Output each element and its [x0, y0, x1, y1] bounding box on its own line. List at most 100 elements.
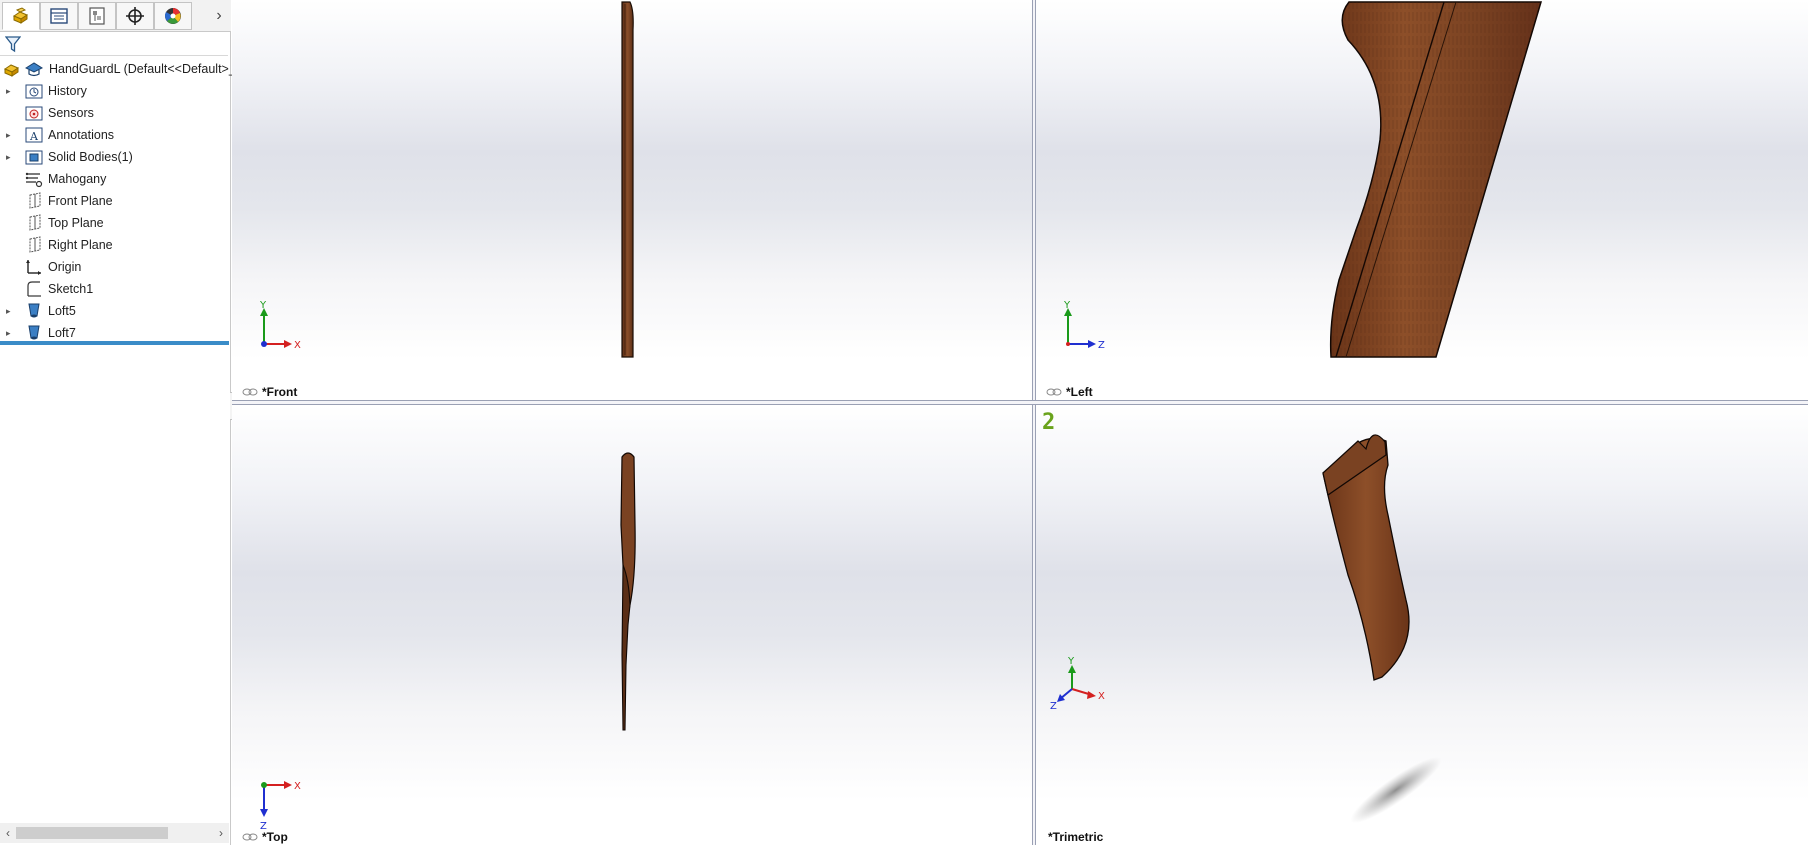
tree-item-annotations[interactable]: ▸ A Annotations: [0, 124, 231, 146]
plane-icon: [29, 236, 41, 253]
viewport-front[interactable]: Y X *Front: [232, 0, 1032, 400]
tree-item-right-plane[interactable]: Right Plane: [0, 234, 231, 256]
view-name: *Trimetric: [1048, 830, 1104, 844]
tree-item-loft7[interactable]: ▸ Loft7: [0, 322, 231, 344]
rollback-bar[interactable]: [0, 341, 229, 345]
tree-item-label: Origin: [48, 260, 82, 274]
model-left-view[interactable]: [1036, 0, 1808, 400]
root-part-label: HandGuardL (Default<<Default>_: [49, 62, 236, 76]
property-manager-icon: [50, 8, 68, 24]
tree-item-solid-bodies[interactable]: ▸ Solid Bodies(1): [0, 146, 231, 168]
viewport-splitter-horizontal[interactable]: [232, 400, 1808, 405]
feature-manager-panel: › HandGuardL (Default<<Default>_: [0, 0, 236, 845]
tree-item-label: Front Plane: [48, 194, 113, 208]
loft-icon: [28, 303, 40, 318]
axis-z-label: Z: [1050, 701, 1057, 712]
filter-funnel-icon[interactable]: [5, 35, 21, 53]
tab-configuration-manager[interactable]: [78, 2, 116, 30]
plane-icon: [29, 192, 41, 209]
link-views-icon[interactable]: [242, 388, 258, 396]
sensors-icon: [25, 106, 43, 121]
axis-triad-front: Y X: [259, 300, 301, 351]
viewport-number-badge: 2: [1042, 410, 1055, 433]
expand-arrow-icon[interactable]: ▸: [6, 306, 11, 316]
view-name: *Top: [262, 830, 288, 844]
tab-feature-manager[interactable]: [2, 2, 40, 30]
axis-triad-top: X Z: [260, 781, 301, 832]
view-name: *Left: [1066, 385, 1093, 399]
expand-arrow-icon[interactable]: ▸: [6, 86, 11, 96]
tree-item-top-plane[interactable]: Top Plane: [0, 212, 231, 234]
dimxpert-icon: [126, 7, 144, 25]
horizontal-scrollbar[interactable]: ‹ ›: [0, 823, 229, 843]
model-top-view[interactable]: [232, 405, 1032, 845]
sketch-icon: [27, 281, 41, 297]
tree-item-label: Sensors: [48, 106, 94, 120]
tree-item-material[interactable]: Mahogany: [0, 168, 231, 190]
scroll-right-icon[interactable]: ›: [219, 826, 223, 840]
tree-item-label: Loft5: [48, 304, 76, 318]
tree-item-label: Mahogany: [48, 172, 107, 186]
axis-x-label: X: [1098, 691, 1105, 702]
tree-item-label: Top Plane: [48, 216, 104, 230]
tree-item-sensors[interactable]: Sensors: [0, 102, 231, 124]
tree-item-origin[interactable]: Origin: [0, 256, 231, 278]
svg-text:A: A: [29, 130, 39, 143]
plane-icon: [29, 214, 41, 231]
part-icon: [3, 64, 20, 77]
viewport-splitter-vertical[interactable]: [1032, 0, 1036, 845]
display-manager-icon: [165, 8, 181, 24]
viewport-top[interactable]: X Z *Top: [232, 405, 1032, 845]
solid-bodies-icon: [25, 150, 43, 165]
viewport-label-front: *Front: [242, 384, 297, 400]
tab-property-manager[interactable]: [40, 2, 78, 30]
tree-filter[interactable]: [0, 32, 228, 56]
expand-arrow-icon[interactable]: ▸: [6, 152, 11, 162]
viewport-trimetric[interactable]: 2 Y X Z: [1036, 405, 1808, 845]
tab-display-manager[interactable]: [154, 2, 192, 30]
scrollbar-thumb[interactable]: [16, 827, 168, 839]
scroll-left-icon[interactable]: ‹: [6, 826, 10, 840]
view-name: *Front: [262, 385, 298, 399]
configuration-manager-icon: [89, 7, 105, 25]
axis-y-label: Y: [259, 300, 267, 311]
expand-arrow-icon[interactable]: ▸: [6, 328, 11, 338]
axis-triad-trimetric: Y X Z: [1050, 656, 1105, 712]
display-state-icon: [24, 62, 44, 77]
tree-item-label: Solid Bodies(1): [48, 150, 133, 164]
expand-arrow-icon[interactable]: ▸: [6, 130, 11, 140]
tree-item-front-plane[interactable]: Front Plane: [0, 190, 231, 212]
tree-item-label: Annotations: [48, 128, 115, 142]
viewport-number: 2: [1042, 410, 1055, 433]
origin-icon: [26, 260, 41, 275]
axis-x-label: X: [294, 781, 301, 792]
axis-x-label: X: [294, 340, 301, 351]
tree-item-label: Sketch1: [48, 282, 94, 296]
viewport-label-top: *Top: [242, 829, 288, 845]
history-folder-icon: [25, 84, 43, 99]
material-icon: [25, 172, 43, 188]
tree-item-label: Right Plane: [48, 238, 113, 252]
part-tree-icon: [12, 7, 29, 24]
tree-item-history[interactable]: ▸ History: [0, 80, 231, 102]
tree-item-sketch1[interactable]: Sketch1: [0, 278, 231, 300]
annotations-icon: A: [25, 127, 43, 143]
axis-z-label: Z: [1098, 340, 1105, 351]
viewport-left[interactable]: Y Z *Left: [1036, 0, 1808, 400]
tab-dimxpert-manager[interactable]: [116, 2, 154, 30]
tree-item-label: History: [48, 84, 87, 98]
link-views-icon[interactable]: [1046, 388, 1062, 396]
axis-y-label: Y: [1063, 300, 1071, 311]
axis-y-label: Y: [1067, 656, 1075, 667]
model-front-view[interactable]: [232, 0, 1032, 400]
model-trimetric-view[interactable]: [1036, 405, 1808, 845]
link-views-icon[interactable]: [242, 833, 258, 841]
tree-root-part[interactable]: HandGuardL (Default<<Default>_: [0, 58, 236, 80]
axis-triad-left: Y Z: [1063, 300, 1105, 351]
manager-tabs: ›: [0, 0, 231, 32]
tree-item-loft5[interactable]: ▸ Loft5: [0, 300, 231, 322]
more-tabs-chevron-icon[interactable]: ›: [216, 7, 222, 24]
loft-icon: [28, 325, 40, 340]
axis-z-label: Z: [260, 821, 267, 832]
